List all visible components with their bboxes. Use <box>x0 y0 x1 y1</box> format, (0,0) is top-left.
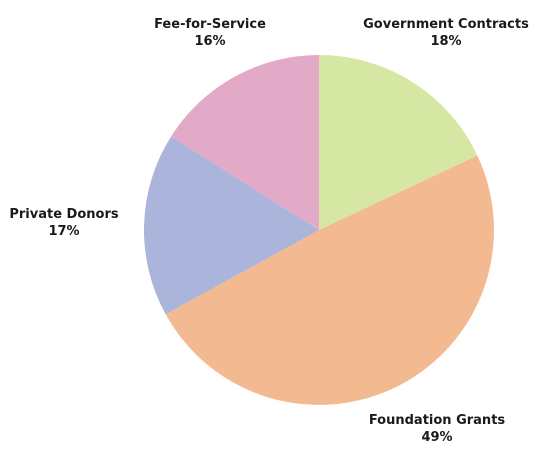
pie-slice-private-donors <box>143 136 319 315</box>
pie-slice-government-contracts <box>319 55 478 230</box>
slice-label-fee-for-service: Fee-for-Service <box>154 17 266 32</box>
pie-slice-foundation-grants <box>165 155 494 405</box>
slice-label-foundation-grants: Foundation Grants <box>369 413 506 428</box>
slice-value-government-contracts: 18% <box>430 34 461 49</box>
slice-value-private-donors: 17% <box>48 224 79 239</box>
labels-layer: Government Contracts 18% Foundation Grants… <box>9 17 529 445</box>
slices-layer <box>143 54 494 405</box>
slice-label-government-contracts: Government Contracts <box>363 17 529 32</box>
pie-slice-fee-for-service <box>171 54 319 230</box>
slice-label-private-donors: Private Donors <box>9 207 119 222</box>
slice-value-fee-for-service: 16% <box>194 34 225 49</box>
slice-value-foundation-grants: 49% <box>421 430 452 445</box>
